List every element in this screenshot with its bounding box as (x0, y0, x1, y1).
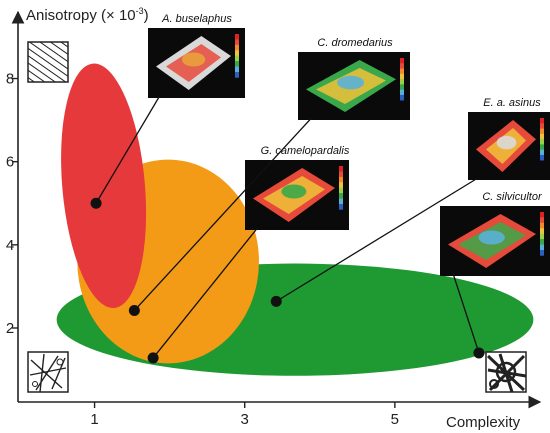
data-point (90, 197, 102, 209)
regions (56, 63, 534, 376)
leader-line (95, 95, 161, 204)
leader-line (452, 273, 480, 354)
species-label: E. a. asinus (483, 97, 541, 109)
y-tick-label: 8 (6, 71, 14, 88)
leader-line (152, 227, 258, 359)
y-tick-label: 4 (6, 237, 14, 254)
pitted-texture-icon (485, 351, 527, 393)
thumbnail (148, 28, 245, 98)
thumbnail (440, 206, 550, 276)
thumbnail (468, 112, 550, 180)
x-tick-label: 1 (90, 411, 98, 428)
x-axis-label: Complexity (446, 414, 521, 431)
leader-line (133, 117, 312, 311)
x-tick-label: 5 (391, 411, 399, 428)
x-tick-label: 3 (241, 411, 249, 428)
leader-line (275, 177, 479, 302)
data-point (270, 295, 282, 307)
species-label: C. dromedarius (317, 37, 393, 49)
ticks: 1 3 5 2 4 6 8 (6, 71, 399, 428)
y-tick-label: 6 (6, 154, 14, 171)
parallel-texture-icon (27, 41, 69, 83)
species-label: G. camelopardalis (261, 145, 350, 157)
complex-texture-icon (27, 351, 69, 393)
thumbnails: A. buselaphus C. dromedarius G. camelopard… (148, 13, 550, 276)
data-point (473, 347, 485, 359)
y-axis-label: Anisotropy (× 10-3) (26, 6, 149, 24)
data-points (90, 197, 485, 364)
species-label: A. buselaphus (161, 13, 232, 25)
leader-lines (95, 95, 480, 359)
y-tick-label: 2 (6, 320, 14, 337)
species-label: C. silvicultor (482, 191, 543, 203)
data-point (147, 352, 159, 364)
thumbnail (298, 52, 410, 120)
thumbnail (245, 160, 349, 230)
region-red (61, 63, 147, 309)
data-point (128, 305, 140, 317)
